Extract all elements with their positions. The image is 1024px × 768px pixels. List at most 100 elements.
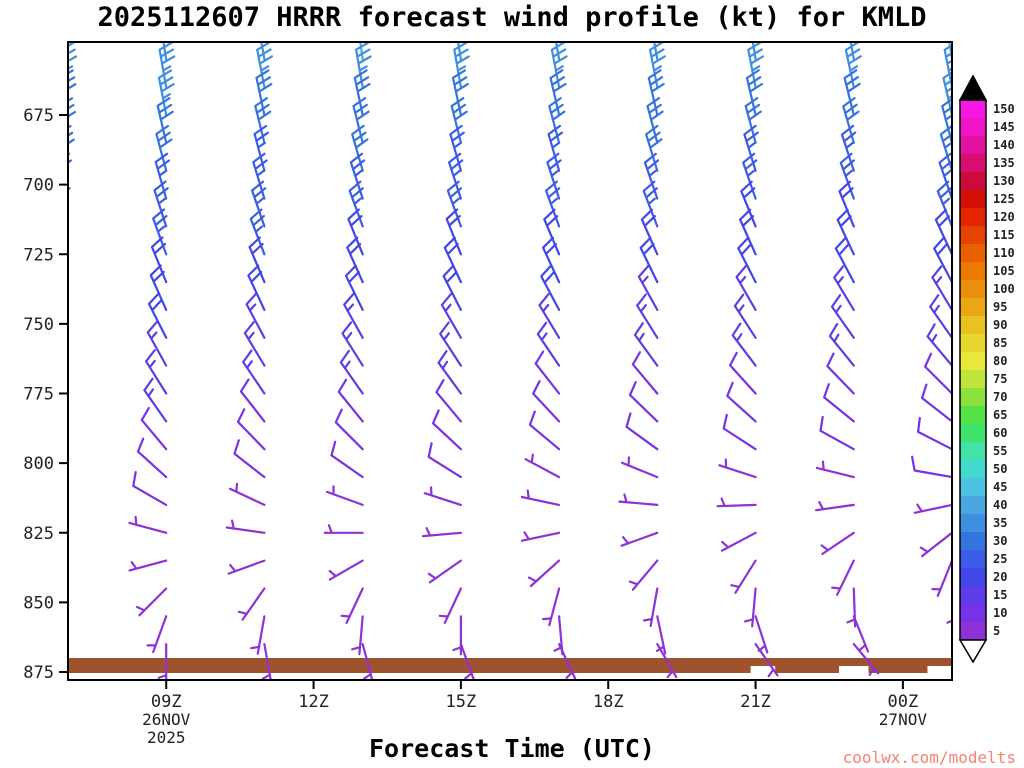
wind-barb	[147, 292, 168, 339]
wind-barb	[452, 615, 462, 656]
wind-barb	[150, 236, 168, 284]
wind-barb	[154, 152, 171, 200]
colorbar-tick-label: 45	[993, 480, 1007, 494]
wind-barb	[628, 381, 659, 423]
wind-barb	[152, 208, 168, 256]
colorbar-band	[960, 244, 986, 262]
wind-barb	[939, 125, 951, 172]
colorbar-tick-label: 85	[993, 336, 1007, 350]
wind-barb	[735, 265, 757, 311]
colorbar-tick-label: 115	[993, 228, 1015, 242]
wind-barb	[340, 587, 364, 624]
colorbar-band	[960, 154, 986, 172]
wind-barb	[820, 531, 855, 556]
x-axis-tick-label: 12Z	[298, 692, 329, 712]
colorbar-band	[960, 298, 986, 316]
wind-barb	[341, 321, 364, 367]
wind-barb	[830, 294, 855, 339]
wind-barb	[69, 281, 70, 283]
x-axis-date-label: 27NOV	[879, 710, 928, 729]
chart-title: 2025112607 HRRR forecast wind profile (k…	[97, 2, 927, 33]
wind-barb	[346, 236, 364, 284]
wind-barb	[546, 152, 562, 200]
colorbar-band	[960, 190, 986, 208]
wind-barb	[325, 485, 364, 506]
wind-barb	[646, 97, 664, 144]
wind-barb	[718, 458, 757, 479]
wind-barb	[330, 440, 364, 479]
wind-barb	[337, 378, 364, 423]
wind-barb	[450, 97, 468, 144]
colorbar-tick-label: 25	[993, 552, 1007, 566]
wind-barb	[921, 383, 951, 423]
wind-barb	[352, 97, 370, 144]
terrain-gap	[750, 666, 776, 673]
colorbar-tick-label: 140	[993, 138, 1015, 152]
wind-barb	[236, 408, 266, 451]
wind-barb	[520, 489, 561, 506]
wind-barb	[842, 97, 860, 144]
wind-barb	[838, 180, 855, 228]
y-axis-tick-label: 800	[23, 454, 54, 474]
colorbar-tick-label: 145	[993, 120, 1015, 134]
wind-barb	[453, 43, 470, 89]
wind-barb	[936, 180, 951, 227]
wind-barb	[143, 377, 168, 423]
wind-barb	[253, 124, 269, 172]
x-axis-tick-label: 21Z	[740, 692, 771, 712]
colorbar-band	[960, 550, 986, 568]
wind-barb	[836, 208, 855, 256]
wind-barb	[421, 527, 462, 538]
colorbar-band	[960, 442, 986, 460]
wind-barb	[843, 69, 861, 117]
colorbar-band	[960, 388, 986, 406]
colorbar-tick-label: 60	[993, 426, 1007, 440]
wind-barb	[146, 320, 168, 367]
wind-barb	[351, 124, 369, 172]
wind-barb	[558, 643, 577, 679]
wind-barb	[328, 559, 364, 581]
wind-barb	[826, 352, 855, 395]
wind-barb	[153, 180, 169, 228]
wind-barb	[913, 503, 951, 514]
colorbar-tick-label: 95	[993, 300, 1007, 314]
terrain-bar	[69, 658, 951, 673]
wind-barb	[656, 643, 678, 679]
colorbar-tick-label: 135	[993, 156, 1015, 170]
wind-barb	[146, 615, 168, 654]
wind-barb	[548, 97, 566, 144]
colorbar-tick-label: 105	[993, 264, 1015, 278]
wind-barb	[427, 559, 462, 584]
wind-barb	[946, 588, 951, 624]
watermark-link[interactable]: coolwx.com/modelts	[842, 748, 1016, 767]
wind-barb	[729, 351, 757, 395]
x-axis-date-label: 2025	[147, 728, 186, 747]
wind-barb	[427, 442, 462, 479]
wind-barb	[742, 152, 758, 200]
colorbar-tick-label: 110	[993, 246, 1015, 260]
wind-barb	[149, 264, 168, 311]
terrain-gap	[839, 666, 869, 673]
x-axis-tick-label: 09Z	[151, 692, 182, 712]
colorbar-band	[960, 478, 986, 496]
wind-barb	[348, 180, 364, 228]
wind-barb	[245, 292, 266, 339]
wind-barb	[545, 180, 561, 228]
wind-barb	[440, 293, 462, 339]
wind-barb	[720, 531, 757, 552]
wind-barb	[228, 482, 266, 506]
colorbar-band	[960, 586, 986, 604]
wind-barb	[69, 643, 70, 645]
wind-barb	[931, 265, 951, 311]
wind-barb	[924, 352, 951, 395]
wind-barb	[237, 587, 266, 621]
colorbar-band	[960, 208, 986, 226]
colorbar-band	[960, 568, 986, 586]
colorbar-band	[960, 172, 986, 190]
wind-barb	[528, 410, 561, 451]
wind-barb	[136, 587, 168, 617]
colorbar-tick-label: 10	[993, 606, 1007, 620]
x-axis-title: Forecast Time (UTC)	[369, 734, 655, 763]
wind-barb	[542, 236, 561, 284]
